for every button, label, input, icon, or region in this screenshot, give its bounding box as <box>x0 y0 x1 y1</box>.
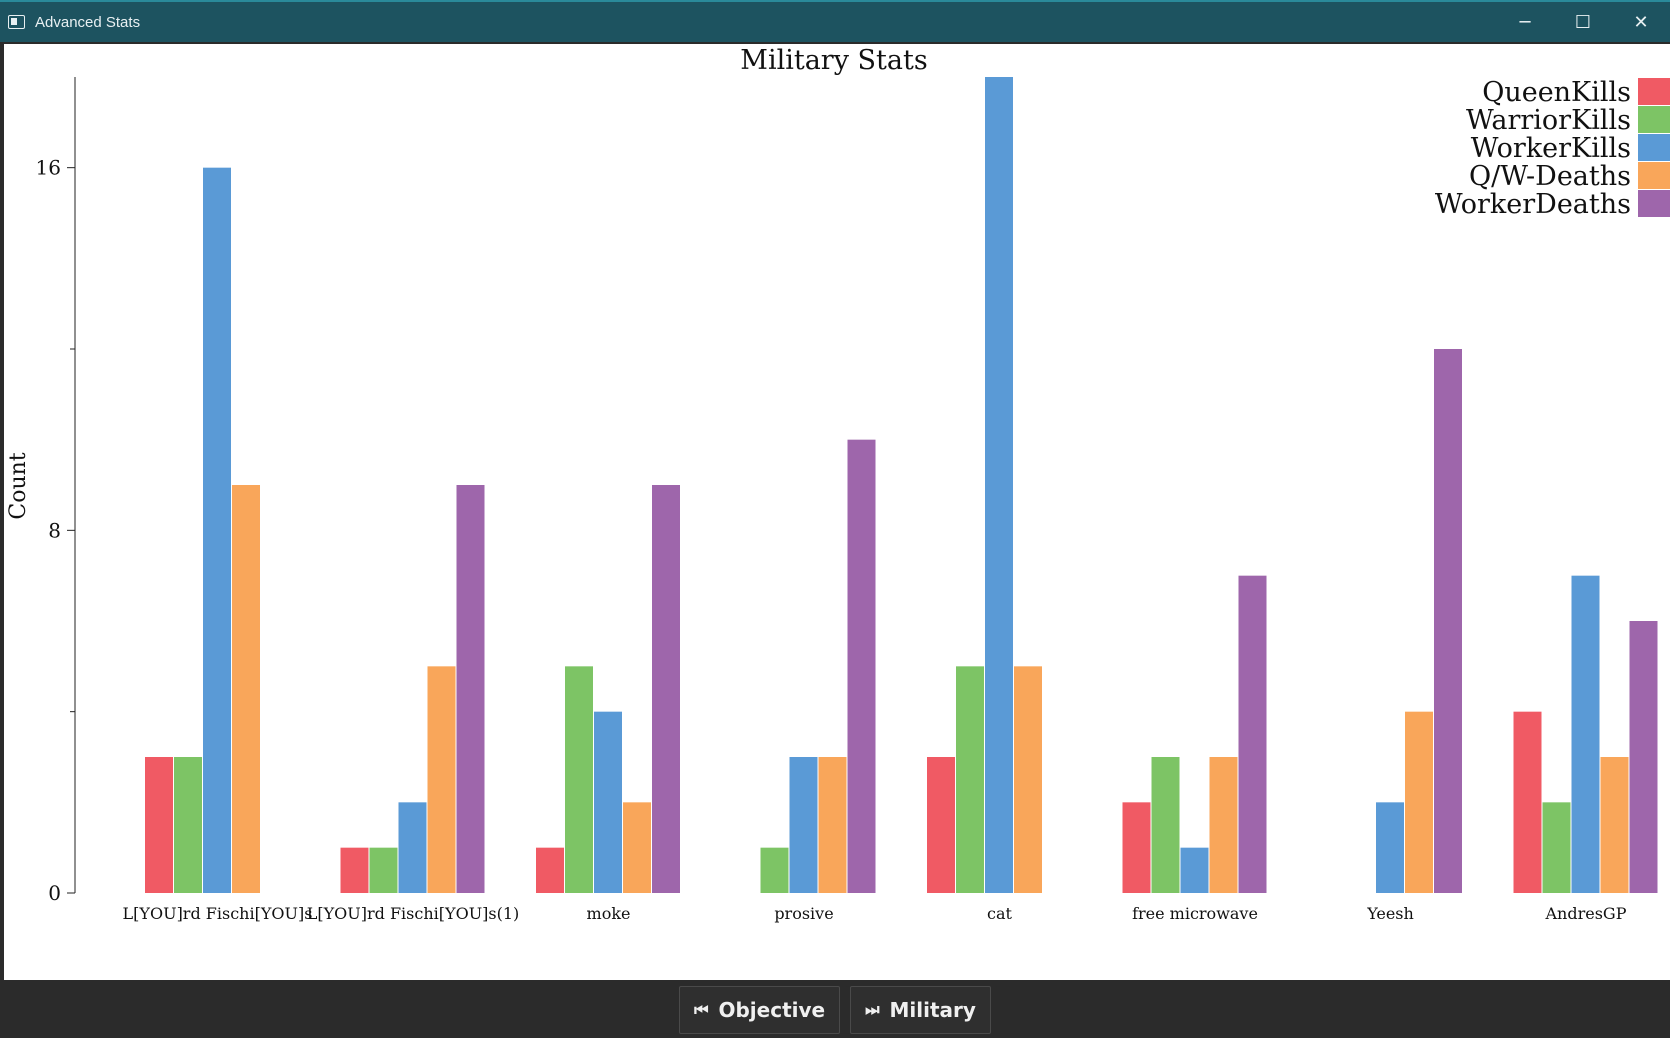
chart-panel: Military Stats Count 0 8 16 L[YOU]rd Fisch… <box>4 44 1670 980</box>
x-tick-label: L[YOU]rd Fischi[YOU]s <box>123 904 313 923</box>
bar-workerdeaths <box>456 485 485 893</box>
military-button-label: Military <box>889 998 976 1022</box>
y-axis-label: Count <box>6 452 31 519</box>
close-button[interactable]: ✕ <box>1633 11 1649 33</box>
legend: QueenKillsWarriorKillsWorkerKillsQ/W-Dea… <box>1435 77 1670 220</box>
legend-label: WorkerKills <box>1471 133 1631 164</box>
bar-warriorkills <box>1151 757 1180 893</box>
legend-swatch <box>1638 106 1670 133</box>
bar-workerkills <box>1180 847 1209 893</box>
x-tick-label: moke <box>587 904 631 923</box>
bar-queenkills <box>145 757 173 893</box>
bar-warriorkills <box>369 847 398 893</box>
y-tick-label: 0 <box>48 881 61 905</box>
chart-title: Military Stats <box>740 45 927 76</box>
window-titlebar: Advanced Stats ─ ☐ ✕ <box>0 0 1670 42</box>
bar-warriorkills <box>174 757 202 893</box>
bar-workerkills <box>203 167 231 894</box>
bar-q-w-deaths <box>1405 711 1433 893</box>
app-window-icon <box>8 15 25 29</box>
bar-warriorkills <box>760 847 789 893</box>
bar-workerdeaths <box>1629 621 1658 893</box>
legend-label: QueenKills <box>1482 77 1631 108</box>
objective-button[interactable]: ⏮ Objective <box>679 986 841 1034</box>
skip-next-icon: ⏭ <box>865 1000 880 1019</box>
x-tick-label: AndresGP <box>1545 904 1627 923</box>
x-tick-label: L[YOU]rd Fischi[YOU]s(1) <box>307 904 520 923</box>
x-tick-label: free microwave <box>1132 904 1258 923</box>
legend-label: Q/W-Deaths <box>1469 161 1631 192</box>
bar-workerdeaths <box>1434 349 1462 893</box>
bar-workerdeaths <box>1238 575 1267 893</box>
legend-swatch <box>1638 134 1670 161</box>
legend-label: WorkerDeaths <box>1435 189 1631 220</box>
legend-label: WarriorKills <box>1466 105 1631 136</box>
military-stats-chart: Military Stats Count 0 8 16 L[YOU]rd Fisch… <box>6 45 1670 923</box>
bar-workerkills <box>398 802 427 893</box>
legend-swatch <box>1638 162 1670 189</box>
window-controls: ─ ☐ ✕ <box>1496 2 1670 42</box>
military-button[interactable]: ⏭ Military <box>850 986 991 1034</box>
bar-queenkills <box>927 757 955 893</box>
y-tick-label: 16 <box>36 156 61 180</box>
x-tick-label: cat <box>987 904 1013 923</box>
bar-q-w-deaths <box>427 666 456 893</box>
bar-warriorkills <box>1542 802 1571 893</box>
maximize-button[interactable]: ☐ <box>1574 11 1592 33</box>
bar-q-w-deaths <box>1600 757 1629 893</box>
bar-warriorkills <box>956 666 984 893</box>
bar-q-w-deaths <box>818 757 847 893</box>
bar-workerkills <box>1376 802 1404 893</box>
bar-queenkills <box>1513 711 1542 893</box>
x-tick-label: Yeesh <box>1366 904 1414 923</box>
bar-q-w-deaths <box>1014 666 1042 893</box>
bar-q-w-deaths <box>1209 757 1238 893</box>
y-tick-label: 8 <box>48 518 61 542</box>
bar-workerkills <box>594 711 622 893</box>
bar-workerkills <box>985 77 1013 893</box>
minimize-button[interactable]: ─ <box>1519 11 1531 33</box>
y-axis: 0 8 16 <box>36 77 76 905</box>
objective-button-label: Objective <box>718 998 826 1022</box>
bar-workerdeaths <box>847 439 876 893</box>
x-tick-label: prosive <box>774 904 833 923</box>
bar-q-w-deaths <box>623 802 651 893</box>
bar-queenkills <box>1122 802 1151 893</box>
bar-workerkills <box>1571 575 1600 893</box>
bar-queenkills <box>536 847 564 893</box>
legend-swatch <box>1638 190 1670 217</box>
x-tick-labels: L[YOU]rd Fischi[YOU]sL[YOU]rd Fischi[YOU… <box>123 904 1627 923</box>
bar-q-w-deaths <box>232 485 260 893</box>
bar-warriorkills <box>565 666 593 893</box>
window-title: Advanced Stats <box>35 13 141 31</box>
bars-group <box>145 77 1658 894</box>
bar-workerkills <box>789 757 818 893</box>
bar-queenkills <box>340 847 369 893</box>
footer-nav: ⏮ Objective ⏭ Military <box>0 982 1670 1038</box>
skip-previous-icon: ⏮ <box>694 1000 709 1019</box>
legend-swatch <box>1638 78 1670 105</box>
bar-workerdeaths <box>652 485 680 893</box>
